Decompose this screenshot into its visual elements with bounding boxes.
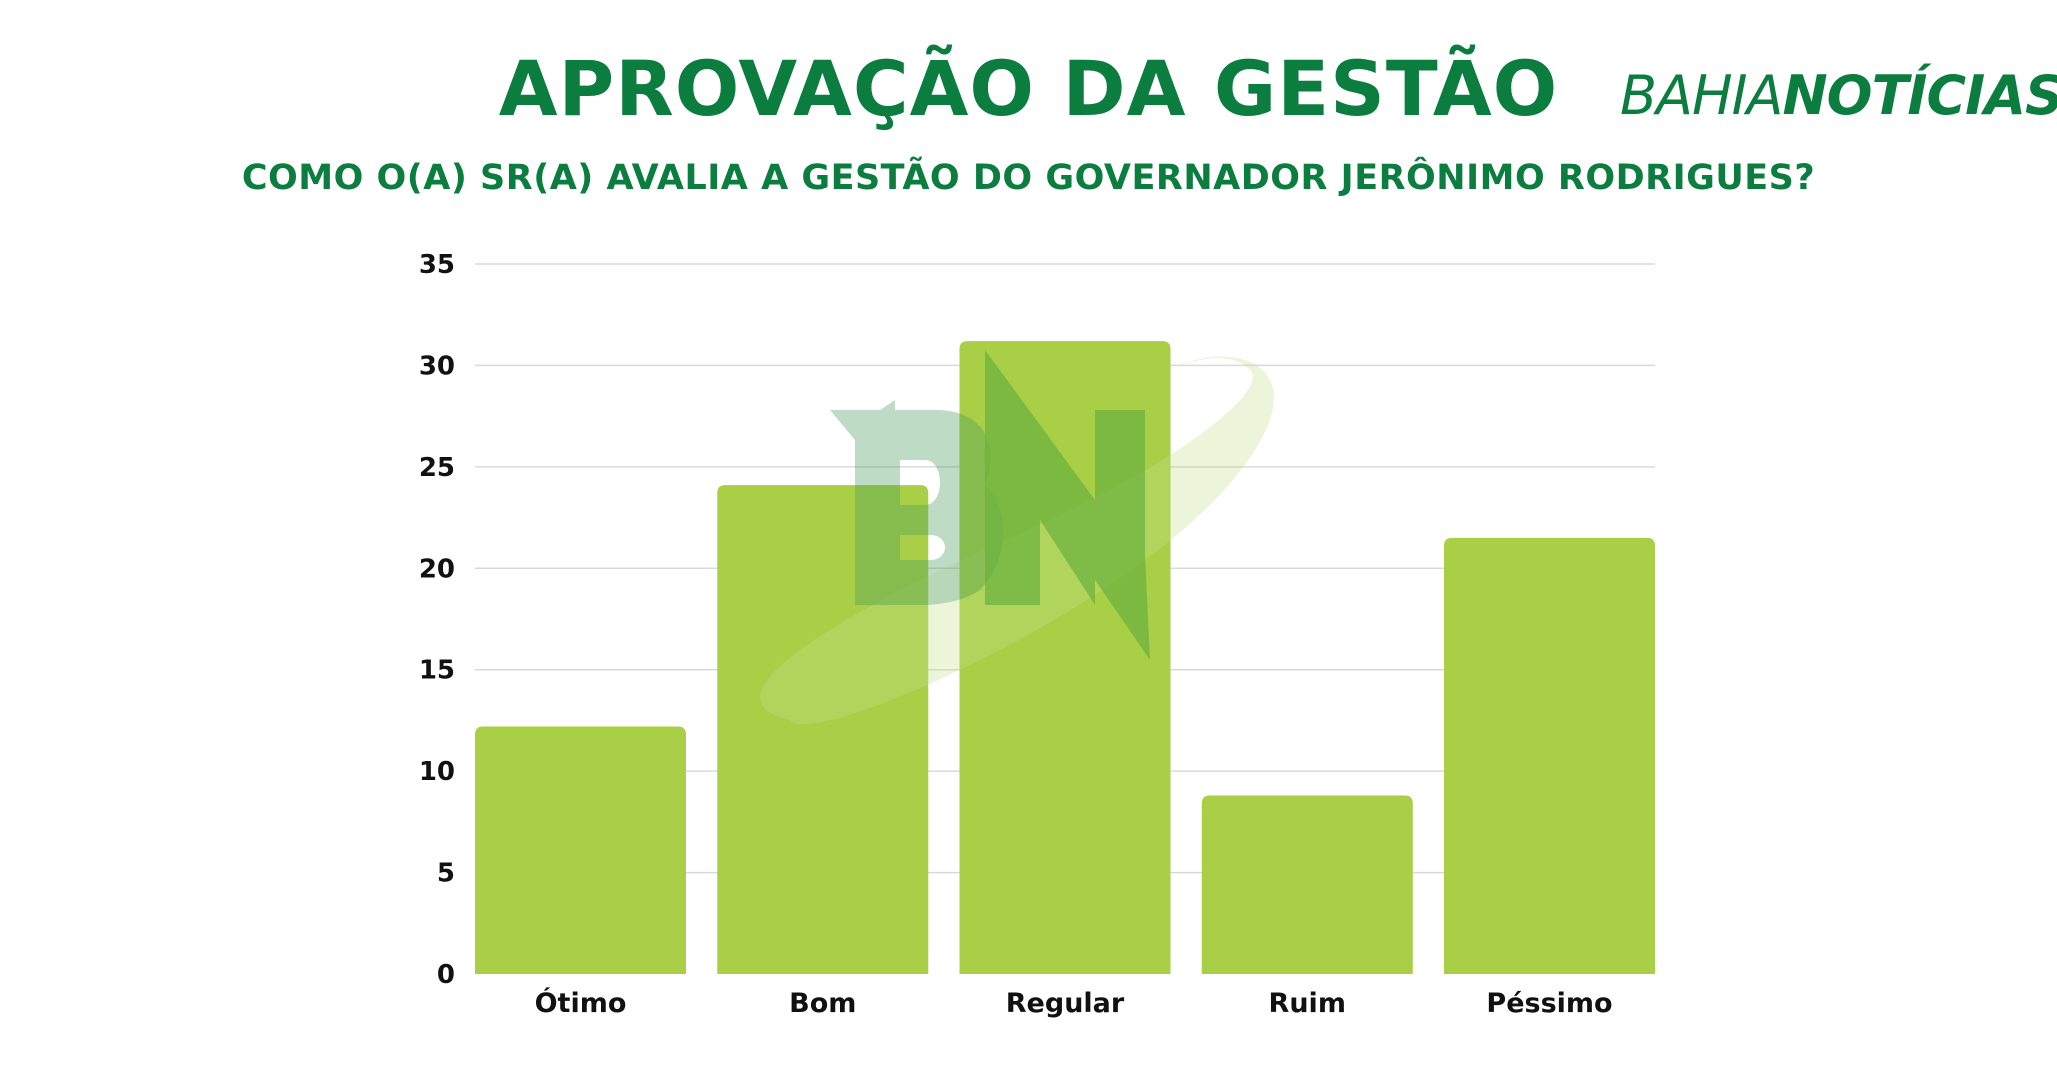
- bn-watermark: [760, 350, 1274, 725]
- watermark-letter-b: [830, 400, 1004, 605]
- bahia-noticias-logo: BAHIANOTÍCIAS: [1620, 64, 2057, 127]
- bar-ruim: [1201, 795, 1413, 974]
- watermark-swoosh: [760, 356, 1274, 725]
- bar-ótimo: [475, 726, 686, 974]
- watermark-letter-n: [985, 350, 1150, 660]
- x-tick-label: Bom: [789, 988, 856, 1019]
- x-tick-label: Ótimo: [535, 987, 627, 1019]
- y-tick-label: 20: [419, 554, 455, 584]
- x-axis: Ótimo Bom Regular Ruim Péssimo: [535, 987, 1613, 1019]
- bars: [475, 341, 1655, 975]
- x-tick-label: Péssimo: [1486, 988, 1612, 1019]
- bar-péssimo: [1444, 537, 1655, 974]
- y-tick-label: 15: [419, 656, 455, 686]
- y-tick-label: 0: [437, 960, 455, 990]
- y-tick-label: 25: [419, 453, 455, 483]
- bar-regular: [959, 341, 1171, 975]
- bar-bom: [717, 485, 929, 974]
- y-tick-label: 35: [419, 250, 455, 280]
- logo-text-heavy: NOTÍCIAS: [1782, 64, 2057, 127]
- y-tick-label: 30: [419, 351, 455, 381]
- chart-subtitle: COMO O(A) SR(A) AVALIA A GESTÃO DO GOVER…: [241, 158, 1816, 198]
- y-tick-label: 5: [437, 859, 455, 889]
- logo-text-light: BAHIA: [1620, 64, 1783, 127]
- x-tick-label: Regular: [1006, 988, 1125, 1019]
- x-tick-label: Ruim: [1269, 988, 1346, 1019]
- chart-title: APROVAÇÃO DA GESTÃO: [498, 44, 1559, 133]
- y-tick-label: 10: [419, 757, 455, 787]
- y-axis: 0 5 10 15 20 25 30 35: [419, 250, 455, 990]
